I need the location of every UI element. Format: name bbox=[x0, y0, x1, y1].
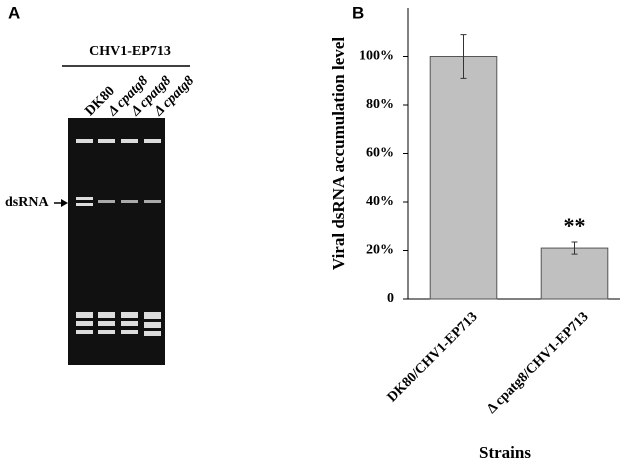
band-arrow bbox=[54, 199, 68, 207]
y-tick-label: 20% bbox=[366, 243, 394, 258]
x-axis-label: Strains bbox=[479, 443, 531, 462]
y-tick-label: 80% bbox=[366, 97, 394, 112]
panel-label: A bbox=[8, 3, 20, 22]
bar bbox=[429, 56, 498, 300]
y-tick-label: 0 bbox=[387, 291, 394, 306]
y-tick-label: 60% bbox=[366, 146, 394, 161]
error-bar bbox=[571, 241, 578, 255]
bar bbox=[540, 247, 609, 300]
y-axis-label: Viral dsRNA accumulation level bbox=[329, 37, 348, 270]
x-tick-label: Δ cpatg8/CHV1-EP713 bbox=[484, 309, 591, 416]
band-label: dsRNA bbox=[5, 195, 49, 210]
gel-title: CHV1-EP713 bbox=[89, 44, 171, 59]
gel-image bbox=[68, 118, 165, 365]
y-tick-label: 40% bbox=[366, 194, 394, 209]
annotation: ** bbox=[564, 213, 586, 238]
y-tick-label: 100% bbox=[359, 49, 394, 64]
x-tick-label: DK80/CHV1-EP713 bbox=[385, 309, 481, 405]
error-bar bbox=[460, 34, 467, 79]
panel-label: B bbox=[352, 3, 364, 22]
